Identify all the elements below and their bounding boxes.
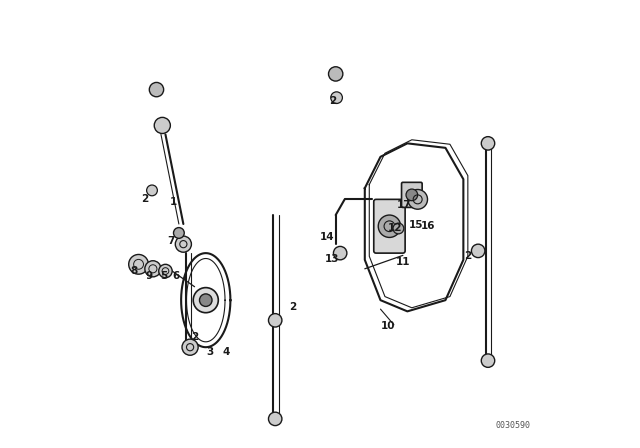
Text: 9: 9 [145,271,152,280]
Text: 2: 2 [464,251,472,261]
Circle shape [406,189,418,201]
Text: 8: 8 [131,266,138,276]
Circle shape [472,244,485,258]
Text: 10: 10 [381,321,396,331]
Text: 15: 15 [409,220,424,230]
Text: 12: 12 [388,223,403,233]
Text: 14: 14 [319,233,334,242]
Text: 4: 4 [222,347,230,357]
Text: 11: 11 [396,257,410,267]
Circle shape [328,67,343,81]
Text: 17: 17 [397,200,412,210]
Circle shape [269,412,282,426]
Text: 2: 2 [191,332,198,342]
Circle shape [333,246,347,260]
Circle shape [481,137,495,150]
Circle shape [200,294,212,306]
Circle shape [149,82,164,97]
Text: 5: 5 [161,271,168,280]
Circle shape [331,92,342,103]
Circle shape [173,228,184,238]
FancyBboxPatch shape [374,199,405,253]
Text: 0030590: 0030590 [495,421,531,430]
Circle shape [154,117,170,134]
Circle shape [378,215,401,237]
Text: 13: 13 [325,254,340,264]
Circle shape [481,354,495,367]
Circle shape [408,190,428,209]
Circle shape [175,236,191,252]
Circle shape [393,223,404,234]
Text: 2: 2 [289,302,297,312]
Text: 3: 3 [207,347,214,357]
Text: 16: 16 [421,221,436,231]
Circle shape [159,264,172,278]
Circle shape [129,254,148,274]
Circle shape [147,185,157,196]
Text: 1: 1 [170,198,177,207]
Circle shape [145,261,161,277]
Circle shape [182,339,198,355]
FancyBboxPatch shape [401,182,422,207]
Circle shape [269,314,282,327]
Text: 2: 2 [141,194,148,204]
Circle shape [193,288,218,313]
Text: 2: 2 [329,96,336,106]
Text: 7: 7 [168,236,175,246]
Text: 6: 6 [172,271,179,280]
